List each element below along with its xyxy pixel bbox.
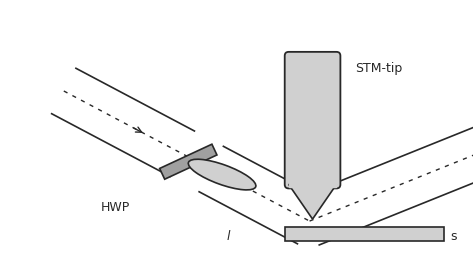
Ellipse shape — [188, 159, 256, 190]
Polygon shape — [289, 182, 337, 187]
Text: s: s — [450, 230, 457, 244]
Text: STM-tip: STM-tip — [356, 62, 403, 75]
Polygon shape — [289, 184, 337, 219]
Polygon shape — [285, 227, 444, 241]
Text: HWP: HWP — [101, 201, 130, 214]
FancyBboxPatch shape — [285, 52, 340, 189]
Polygon shape — [160, 144, 217, 179]
Text: l: l — [226, 230, 230, 244]
